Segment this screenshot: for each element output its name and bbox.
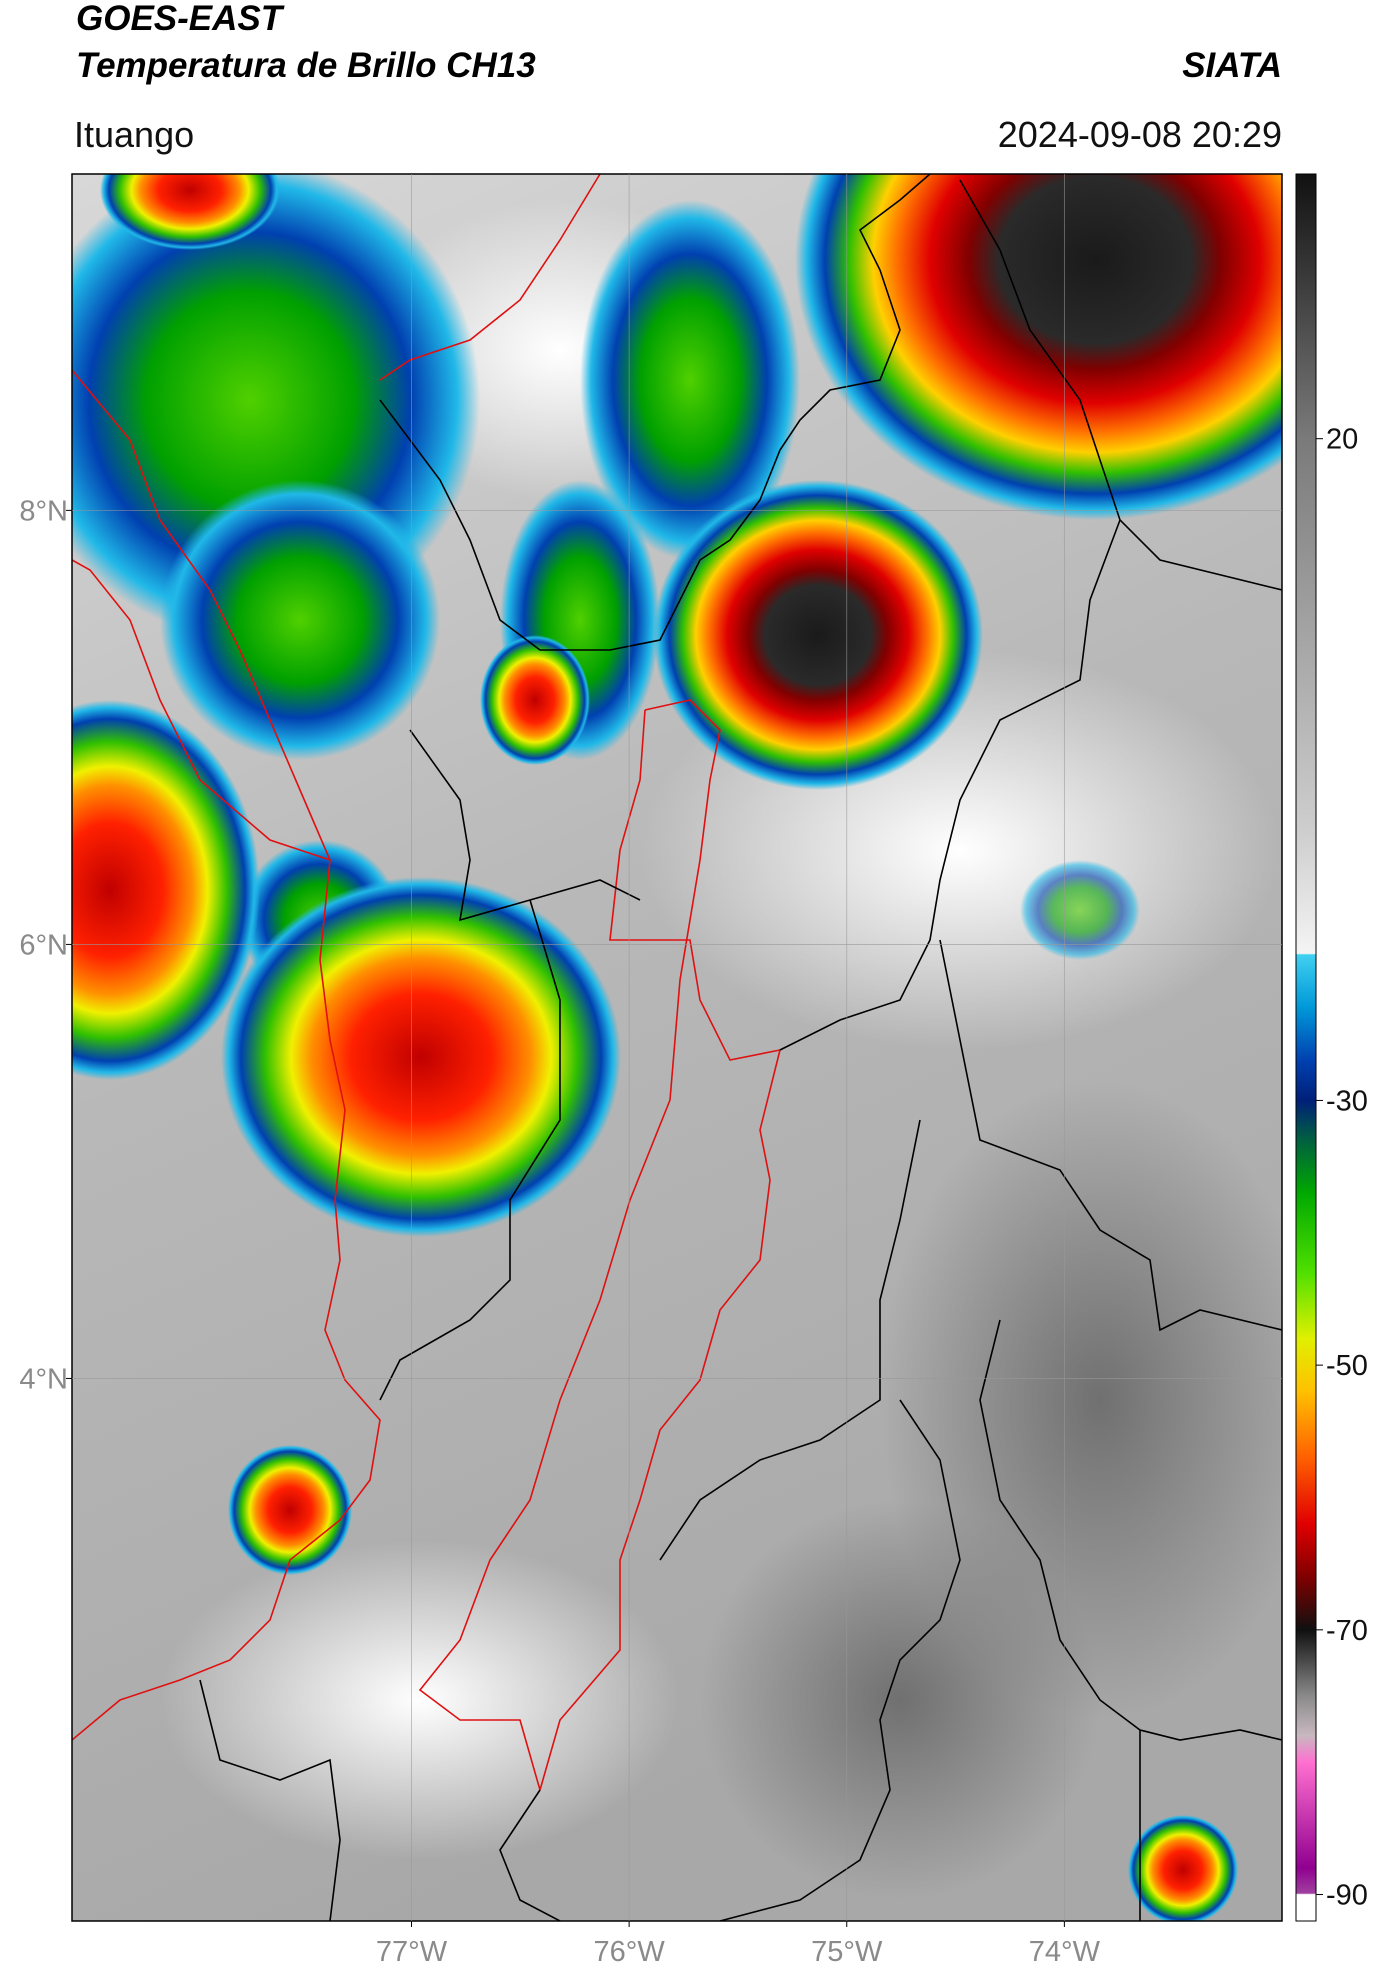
y-tick-label: 4°N — [19, 1363, 68, 1395]
x-tick-label: 77°W — [376, 1936, 448, 1968]
colorbar-tick-label: -70 — [1326, 1615, 1368, 1647]
colorbar-tick-label: 20 — [1326, 424, 1358, 456]
colorbar — [1295, 173, 1317, 1922]
colorbar-tick-label: -50 — [1326, 1350, 1368, 1382]
x-tick-label: 75°W — [811, 1936, 883, 1968]
y-tick-label: 8°N — [19, 495, 68, 527]
location: Ituango — [74, 114, 194, 155]
colorbar-tick-label: -30 — [1326, 1085, 1368, 1117]
datetime: 2024-09-08 20:29 — [998, 114, 1282, 155]
brand: SIATA — [1182, 46, 1282, 85]
y-tick-label: 6°N — [19, 929, 68, 961]
x-tick-label: 76°W — [594, 1936, 666, 1968]
title: GOES-EAST — [76, 0, 285, 38]
x-tick-label: 74°W — [1029, 1936, 1101, 1968]
satellite-image — [72, 174, 1282, 1921]
map-frame — [71, 173, 1283, 1922]
colorbar-tick-label: -90 — [1326, 1880, 1368, 1912]
subtitle: Temperatura de Brillo CH13 — [76, 46, 536, 85]
